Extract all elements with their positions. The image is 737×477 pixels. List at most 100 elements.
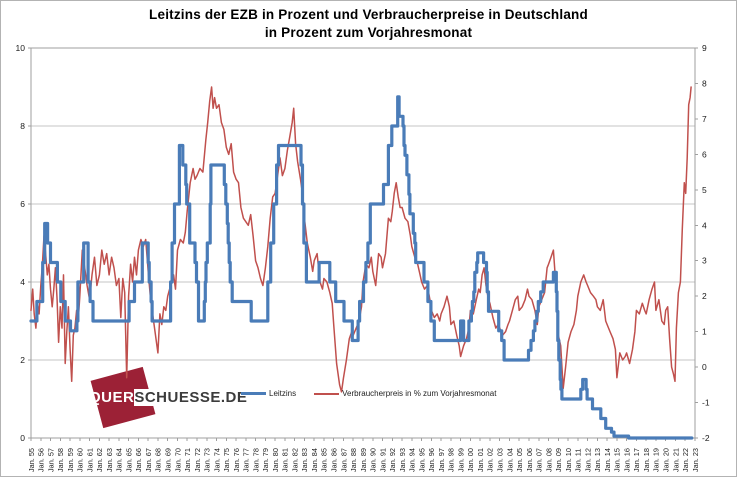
svg-text:-2: -2 (702, 433, 710, 443)
svg-text:Jan. 01: Jan. 01 (476, 448, 485, 472)
svg-text:1: 1 (702, 327, 707, 337)
svg-text:Jan. 08: Jan. 08 (544, 448, 553, 472)
verbraucherpreis-series-line (30, 86, 692, 393)
legend-item-leitzins: Leitzins (241, 389, 296, 398)
leitzins-series-line (29, 95, 694, 440)
gridlines (31, 125, 695, 361)
chart-title: Leitzins der EZB in Prozent und Verbrauc… (1, 6, 736, 42)
svg-text:Jan. 56: Jan. 56 (37, 448, 46, 472)
x-axis-labels: Jan. 55 Jan. 56 Jan. 57 Jan. 58 Jan. 59 Jan. … (27, 448, 700, 472)
svg-text:Jan. 55: Jan. 55 (27, 448, 36, 472)
svg-text:7: 7 (702, 114, 707, 124)
svg-text:Jan. 68: Jan. 68 (154, 448, 163, 472)
svg-text:Jan. 11: Jan. 11 (574, 449, 583, 472)
svg-text:3: 3 (702, 256, 707, 266)
legend-label-verbraucherpreis: Verbraucherpreis in % zum Vorjahresmonat (342, 389, 497, 398)
svg-text:Jan. 88: Jan. 88 (349, 448, 358, 472)
svg-text:Jan. 19: Jan. 19 (652, 448, 661, 472)
chart-title-line1: Leitzins der EZB in Prozent und Verbrauc… (149, 7, 588, 22)
legend-item-verbraucherpreis: Verbraucherpreis in % zum Vorjahresmonat (314, 389, 496, 398)
svg-text:Jan. 10: Jan. 10 (564, 448, 573, 472)
svg-text:Jan. 76: Jan. 76 (232, 448, 241, 472)
svg-text:Jan. 16: Jan. 16 (622, 448, 631, 472)
svg-text:Jan. 03: Jan. 03 (496, 448, 505, 472)
svg-text:6: 6 (20, 199, 25, 209)
svg-text:Jan. 58: Jan. 58 (56, 448, 65, 472)
svg-text:Jan. 94: Jan. 94 (408, 448, 417, 472)
svg-text:Jan. 23: Jan. 23 (691, 448, 700, 472)
y-axis-left-labels: 0 2 4 6 8 10 (16, 43, 26, 443)
svg-text:Jan. 57: Jan. 57 (46, 448, 55, 472)
svg-text:Jan. 73: Jan. 73 (203, 448, 212, 472)
chart-legend: Leitzins Verbraucherpreis in % zum Vorja… (241, 389, 514, 398)
svg-text:Jan. 98: Jan. 98 (447, 448, 456, 472)
svg-text:10: 10 (16, 43, 26, 53)
svg-text:Jan. 07: Jan. 07 (535, 448, 544, 472)
svg-text:Jan. 65: Jan. 65 (124, 448, 133, 472)
svg-text:Jan. 63: Jan. 63 (105, 448, 114, 472)
svg-text:9: 9 (702, 43, 707, 53)
svg-text:Jan. 85: Jan. 85 (320, 448, 329, 472)
svg-text:Jan. 09: Jan. 09 (554, 448, 563, 472)
svg-text:Jan. 66: Jan. 66 (134, 448, 143, 472)
svg-text:Jan. 74: Jan. 74 (212, 448, 221, 472)
svg-text:2: 2 (702, 291, 707, 301)
svg-text:Jan. 87: Jan. 87 (339, 448, 348, 472)
svg-text:Jan. 67: Jan. 67 (144, 448, 153, 472)
svg-text:Jan. 59: Jan. 59 (66, 448, 75, 472)
svg-text:Jan. 15: Jan. 15 (613, 448, 622, 472)
svg-text:Jan. 77: Jan. 77 (242, 448, 251, 472)
svg-text:Jan. 91: Jan. 91 (378, 448, 387, 472)
svg-text:8: 8 (702, 78, 707, 88)
watermark-text-rest: SCHUESSE.DE (134, 389, 248, 406)
svg-text:Jan. 05: Jan. 05 (515, 448, 524, 472)
svg-text:Jan. 82: Jan. 82 (290, 448, 299, 472)
svg-text:Jan. 61: Jan. 61 (85, 448, 94, 472)
svg-text:Jan. 04: Jan. 04 (505, 448, 514, 472)
leitzins-line-swatch (241, 392, 266, 395)
svg-text:Jan. 83: Jan. 83 (300, 448, 309, 472)
svg-text:Jan. 78: Jan. 78 (251, 448, 260, 472)
chart-title-line2: in Prozent zum Vorjahresmonat (264, 25, 473, 40)
svg-text:Jan. 12: Jan. 12 (583, 448, 592, 472)
svg-text:Jan. 18: Jan. 18 (642, 448, 651, 472)
querschuesse-watermark: QUERSCHUESSE.DE (87, 366, 347, 429)
svg-text:Jan. 69: Jan. 69 (164, 448, 173, 472)
axis-ticks (28, 47, 698, 441)
svg-text:Jan. 17: Jan. 17 (632, 448, 641, 472)
svg-text:Jan. 95: Jan. 95 (417, 448, 426, 472)
svg-text:Jan. 21: Jan. 21 (671, 448, 680, 472)
svg-text:Jan. 92: Jan. 92 (388, 448, 397, 472)
svg-text:Jan. 70: Jan. 70 (173, 448, 182, 472)
svg-text:Jan. 96: Jan. 96 (427, 448, 436, 472)
svg-text:Jan. 14: Jan. 14 (603, 448, 612, 472)
svg-text:4: 4 (20, 277, 25, 287)
svg-text:Jan. 79: Jan. 79 (261, 448, 270, 472)
y-axis-right-labels: -2 -1 0 1 2 3 4 5 6 7 8 9 (702, 43, 710, 443)
svg-text:Jan. 99: Jan. 99 (456, 448, 465, 472)
svg-text:Jan. 06: Jan. 06 (525, 448, 534, 472)
svg-text:8: 8 (20, 121, 25, 131)
svg-text:Jan. 97: Jan. 97 (437, 448, 446, 472)
svg-text:Jan. 84: Jan. 84 (310, 448, 319, 472)
svg-text:6: 6 (702, 149, 707, 159)
svg-text:Jan. 00: Jan. 00 (466, 448, 475, 472)
watermark-text: QUERSCHUESSE.DE (89, 389, 248, 406)
svg-text:Jan. 64: Jan. 64 (115, 448, 124, 472)
svg-text:-1: -1 (702, 398, 710, 408)
svg-text:0: 0 (702, 362, 707, 372)
svg-text:Jan. 20: Jan. 20 (662, 448, 671, 472)
svg-text:Jan. 60: Jan. 60 (76, 448, 85, 472)
plot-border (30, 47, 696, 439)
svg-text:2: 2 (20, 355, 25, 365)
svg-text:Jan. 02: Jan. 02 (486, 448, 495, 472)
svg-text:0: 0 (20, 433, 25, 443)
svg-text:5: 5 (702, 185, 707, 195)
svg-text:Jan. 62: Jan. 62 (95, 448, 104, 472)
watermark-text-quer: QUER (89, 389, 135, 406)
svg-text:Jan. 81: Jan. 81 (281, 448, 290, 472)
svg-text:Jan. 90: Jan. 90 (369, 448, 378, 472)
svg-text:Jan. 22: Jan. 22 (681, 448, 690, 472)
svg-text:Jan. 13: Jan. 13 (593, 448, 602, 472)
